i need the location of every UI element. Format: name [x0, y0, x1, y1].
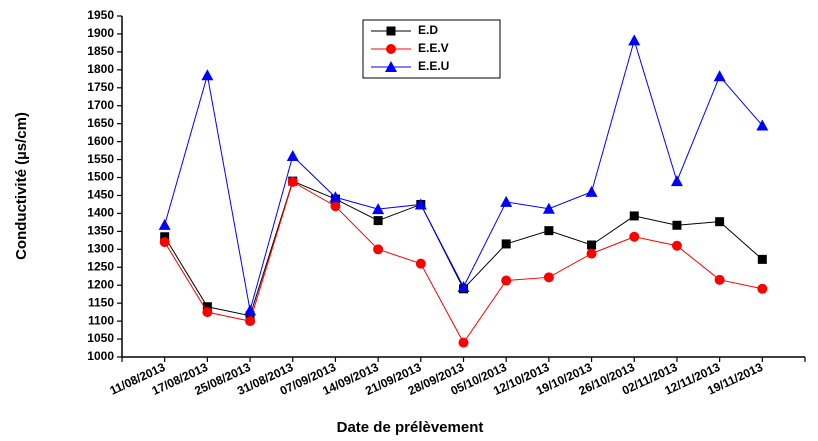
y-tick-label: 1600 — [87, 134, 114, 148]
data-point — [415, 258, 426, 269]
data-point — [544, 226, 554, 236]
data-point — [757, 254, 767, 264]
x-axis-title: Date de prélèvement — [337, 419, 484, 436]
y-tick-label: 1950 — [87, 8, 114, 22]
y-tick-label: 1100 — [88, 313, 114, 327]
data-point — [629, 211, 639, 221]
data-point — [500, 195, 513, 207]
data-point — [671, 240, 682, 251]
y-tick-label: 1300 — [87, 241, 114, 255]
data-point — [628, 34, 641, 46]
data-point — [586, 248, 597, 259]
data-point — [715, 217, 725, 227]
data-point — [543, 272, 554, 283]
data-point — [202, 302, 212, 312]
data-point — [757, 283, 768, 294]
data-point — [372, 203, 385, 215]
data-point — [587, 240, 597, 250]
data-point — [714, 274, 725, 285]
data-point — [202, 307, 213, 318]
data-point — [414, 198, 427, 210]
data-point — [245, 316, 256, 327]
data-point — [629, 231, 640, 242]
data-point — [159, 237, 170, 248]
series-line — [164, 38, 763, 311]
y-tick-label: 1700 — [87, 98, 114, 112]
data-point — [457, 281, 470, 293]
data-point — [329, 191, 342, 203]
y-tick-label: 1400 — [87, 206, 114, 220]
y-axis-title: Conductivité (µs/cm) — [13, 112, 30, 260]
legend-label: E.E.V — [418, 41, 449, 55]
legend-marker — [386, 44, 396, 54]
data-point — [244, 304, 257, 316]
data-point — [672, 220, 682, 230]
data-point — [585, 185, 598, 197]
legend-label: E.E.U — [418, 59, 449, 73]
data-point — [670, 175, 683, 187]
y-tick-label: 1200 — [87, 277, 114, 291]
data-point — [542, 202, 555, 214]
y-tick-label: 1350 — [87, 224, 114, 238]
y-tick-label: 1000 — [87, 349, 114, 363]
legend-marker — [385, 61, 397, 72]
y-tick-label: 1250 — [87, 259, 114, 273]
legend-marker — [386, 26, 396, 36]
data-point — [287, 176, 298, 187]
data-point — [713, 70, 726, 82]
y-tick-label: 1900 — [87, 26, 114, 40]
data-point — [245, 311, 255, 321]
y-tick-label: 1800 — [87, 62, 114, 76]
legend-label: E.D — [418, 23, 438, 37]
y-tick-label: 1500 — [87, 170, 114, 184]
data-point — [756, 119, 769, 131]
data-point — [458, 337, 469, 348]
data-point — [373, 244, 384, 255]
y-tick-label: 1150 — [88, 295, 114, 309]
y-tick-label: 1050 — [87, 331, 114, 345]
y-tick-label: 1750 — [87, 80, 114, 94]
data-point — [501, 275, 512, 286]
y-tick-label: 1650 — [87, 116, 114, 130]
y-tick-label: 1850 — [87, 44, 114, 58]
data-point — [158, 218, 171, 230]
data-point — [286, 149, 299, 161]
y-tick-label: 1550 — [87, 152, 114, 166]
y-tick-label: 1450 — [87, 188, 114, 202]
data-point — [160, 232, 170, 242]
data-point — [201, 69, 214, 81]
data-point — [501, 239, 511, 249]
data-point — [373, 216, 383, 226]
data-point — [330, 201, 341, 212]
